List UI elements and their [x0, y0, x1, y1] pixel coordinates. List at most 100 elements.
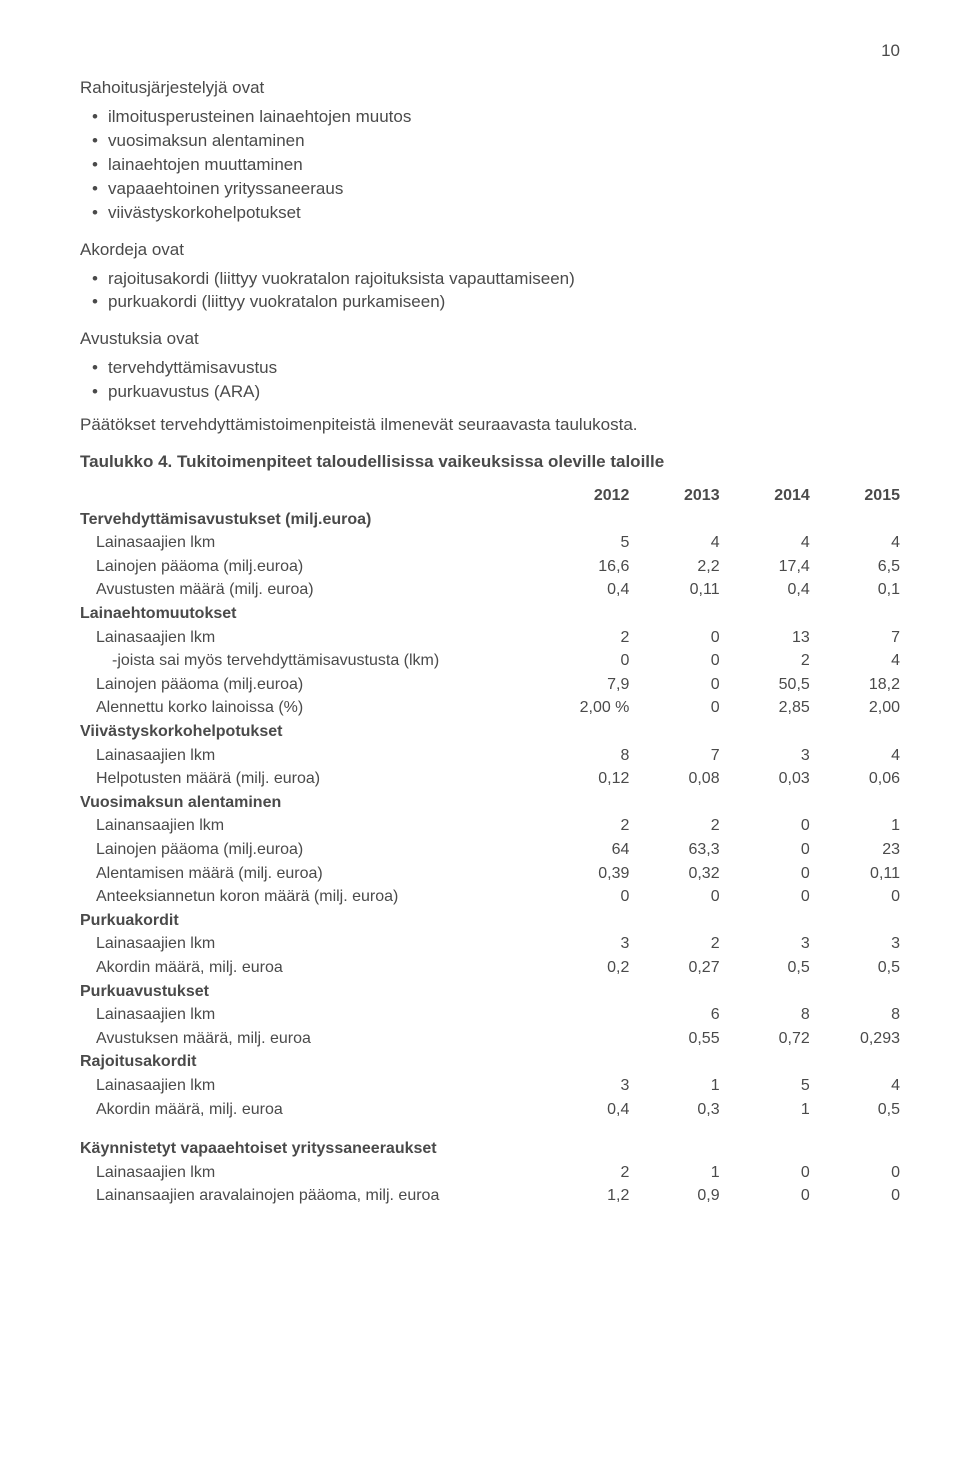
cell-value: 3 — [539, 1074, 629, 1098]
table-header-row: 2012 2013 2014 2015 — [80, 484, 900, 508]
year-header: 2014 — [720, 484, 810, 508]
year-header: 2012 — [539, 484, 629, 508]
row-label: Lainasaajien lkm — [80, 531, 539, 555]
cell-value: 1 — [810, 814, 900, 838]
bullet-item: viivästyskorkohelpotukset — [108, 202, 900, 225]
year-header: 2013 — [629, 484, 719, 508]
row-label: -joista sai myös tervehdyttämisavustusta… — [80, 649, 539, 673]
cell-value: 1,2 — [539, 1184, 629, 1208]
cell-value: 2 — [720, 649, 810, 673]
cell-value: 0,39 — [539, 862, 629, 886]
cell-value: 2 — [539, 1161, 629, 1185]
avustuksia-bullets: tervehdyttämisavustuspurkuavustus (ARA) — [80, 357, 900, 404]
cell-value: 0,4 — [539, 1098, 629, 1122]
cell-value: 0,293 — [810, 1027, 900, 1051]
cell-value: 0 — [720, 885, 810, 909]
group-label: Tervehdyttämisavustukset (milj.euroa) — [80, 508, 539, 532]
akordeja-bullets: rajoitusakordi (liittyy vuokratalon rajo… — [80, 268, 900, 315]
table-row: Avustusten määrä (milj. euroa)0,40,110,4… — [80, 578, 900, 602]
table-row: Anteeksiannetun koron määrä (milj. euroa… — [80, 885, 900, 909]
table-row: -joista sai myös tervehdyttämisavustusta… — [80, 649, 900, 673]
cell-value: 1 — [629, 1074, 719, 1098]
cell-value: 0 — [720, 1184, 810, 1208]
row-label: Anteeksiannetun koron määrä (milj. euroa… — [80, 885, 539, 909]
akordeja-heading: Akordeja ovat — [80, 239, 900, 262]
row-label: Alentamisen määrä (milj. euroa) — [80, 862, 539, 886]
group-label: Lainaehtomuutokset — [80, 602, 539, 626]
table-row: Alennettu korko lainoissa (%)2,00 %02,85… — [80, 696, 900, 720]
cell-value: 0,06 — [810, 767, 900, 791]
bullet-item: purkuavustus (ARA) — [108, 381, 900, 404]
cell-value: 0 — [720, 862, 810, 886]
cell-value: 0,9 — [629, 1184, 719, 1208]
cell-value: 2 — [539, 814, 629, 838]
cell-value: 64 — [539, 838, 629, 862]
table-row: Avustuksen määrä, milj. euroa0,550,720,2… — [80, 1027, 900, 1051]
bullet-item: ilmoitusperusteinen lainaehtojen muutos — [108, 106, 900, 129]
cell-value: 0 — [720, 838, 810, 862]
table-row: Lainasaajien lkm2100 — [80, 1161, 900, 1185]
row-label: Lainasaajien lkm — [80, 1003, 539, 1027]
table-row: Lainojen pääoma (milj.euroa)7,9050,518,2 — [80, 673, 900, 697]
cell-value: 0,1 — [810, 578, 900, 602]
table-row: Lainojen pääoma (milj.euroa)6463,3023 — [80, 838, 900, 862]
table-row: Lainasaajien lkm8734 — [80, 744, 900, 768]
intro-bullets: ilmoitusperusteinen lainaehtojen muutos v… — [80, 106, 900, 225]
cell-value: 2 — [629, 814, 719, 838]
cell-value: 7 — [810, 626, 900, 650]
cell-value: 7 — [629, 744, 719, 768]
table-row: Lainasaajien lkm20137 — [80, 626, 900, 650]
cell-value: 0,08 — [629, 767, 719, 791]
bullet-item: purkuakordi (liittyy vuokratalon purkami… — [108, 291, 900, 314]
row-label: Lainasaajien lkm — [80, 1074, 539, 1098]
page-number: 10 — [80, 40, 900, 63]
cell-value: 6,5 — [810, 555, 900, 579]
cell-value: 5 — [720, 1074, 810, 1098]
row-label: Lainasaajien lkm — [80, 932, 539, 956]
cell-value: 0 — [720, 814, 810, 838]
bullet-item: vapaaehtoinen yrityssaneeraus — [108, 178, 900, 201]
cell-value: 18,2 — [810, 673, 900, 697]
cell-value: 0,2 — [539, 956, 629, 980]
row-label: Lainojen pääoma (milj.euroa) — [80, 673, 539, 697]
bullet-item: rajoitusakordi (liittyy vuokratalon rajo… — [108, 268, 900, 291]
row-label: Lainansaajien lkm — [80, 814, 539, 838]
cell-value: 4 — [810, 744, 900, 768]
cell-value: 17,4 — [720, 555, 810, 579]
cell-value: 0,12 — [539, 767, 629, 791]
cell-value: 8 — [539, 744, 629, 768]
bullet-item: tervehdyttämisavustus — [108, 357, 900, 380]
cell-value: 8 — [810, 1003, 900, 1027]
avustuksia-heading: Avustuksia ovat — [80, 328, 900, 351]
cell-value: 0,5 — [720, 956, 810, 980]
cell-value: 0 — [720, 1161, 810, 1185]
cell-value: 0,11 — [810, 862, 900, 886]
group-label: Vuosimaksun alentaminen — [80, 791, 539, 815]
table-row: Lainasaajien lkm688 — [80, 1003, 900, 1027]
row-label: Avustuksen määrä, milj. euroa — [80, 1027, 539, 1051]
cell-value: 4 — [720, 531, 810, 555]
cell-value: 50,5 — [720, 673, 810, 697]
cell-value: 0 — [539, 885, 629, 909]
cell-value: 0,27 — [629, 956, 719, 980]
cell-value: 5 — [539, 531, 629, 555]
cell-value: 0 — [629, 673, 719, 697]
cell-value: 2,2 — [629, 555, 719, 579]
cell-value: 7,9 — [539, 673, 629, 697]
row-label: Avustusten määrä (milj. euroa) — [80, 578, 539, 602]
intro-heading: Rahoitusjärjestelyjä ovat — [80, 77, 900, 100]
cell-value: 1 — [629, 1161, 719, 1185]
row-label: Lainojen pääoma (milj.euroa) — [80, 838, 539, 862]
cell-value: 3 — [720, 932, 810, 956]
cell-value: 16,6 — [539, 555, 629, 579]
table-row: Lainansaajien aravalainojen pääoma, milj… — [80, 1184, 900, 1208]
cell-value: 2,85 — [720, 696, 810, 720]
year-header: 2015 — [810, 484, 900, 508]
bullet-item: lainaehtojen muuttaminen — [108, 154, 900, 177]
cell-value: 1 — [720, 1098, 810, 1122]
row-label: Lainasaajien lkm — [80, 1161, 539, 1185]
cell-value: 4 — [810, 1074, 900, 1098]
row-label: Lainansaajien aravalainojen pääoma, milj… — [80, 1184, 539, 1208]
paragraph-text: Päätökset tervehdyttämistoimenpiteistä i… — [80, 414, 900, 437]
cell-value: 0 — [629, 649, 719, 673]
